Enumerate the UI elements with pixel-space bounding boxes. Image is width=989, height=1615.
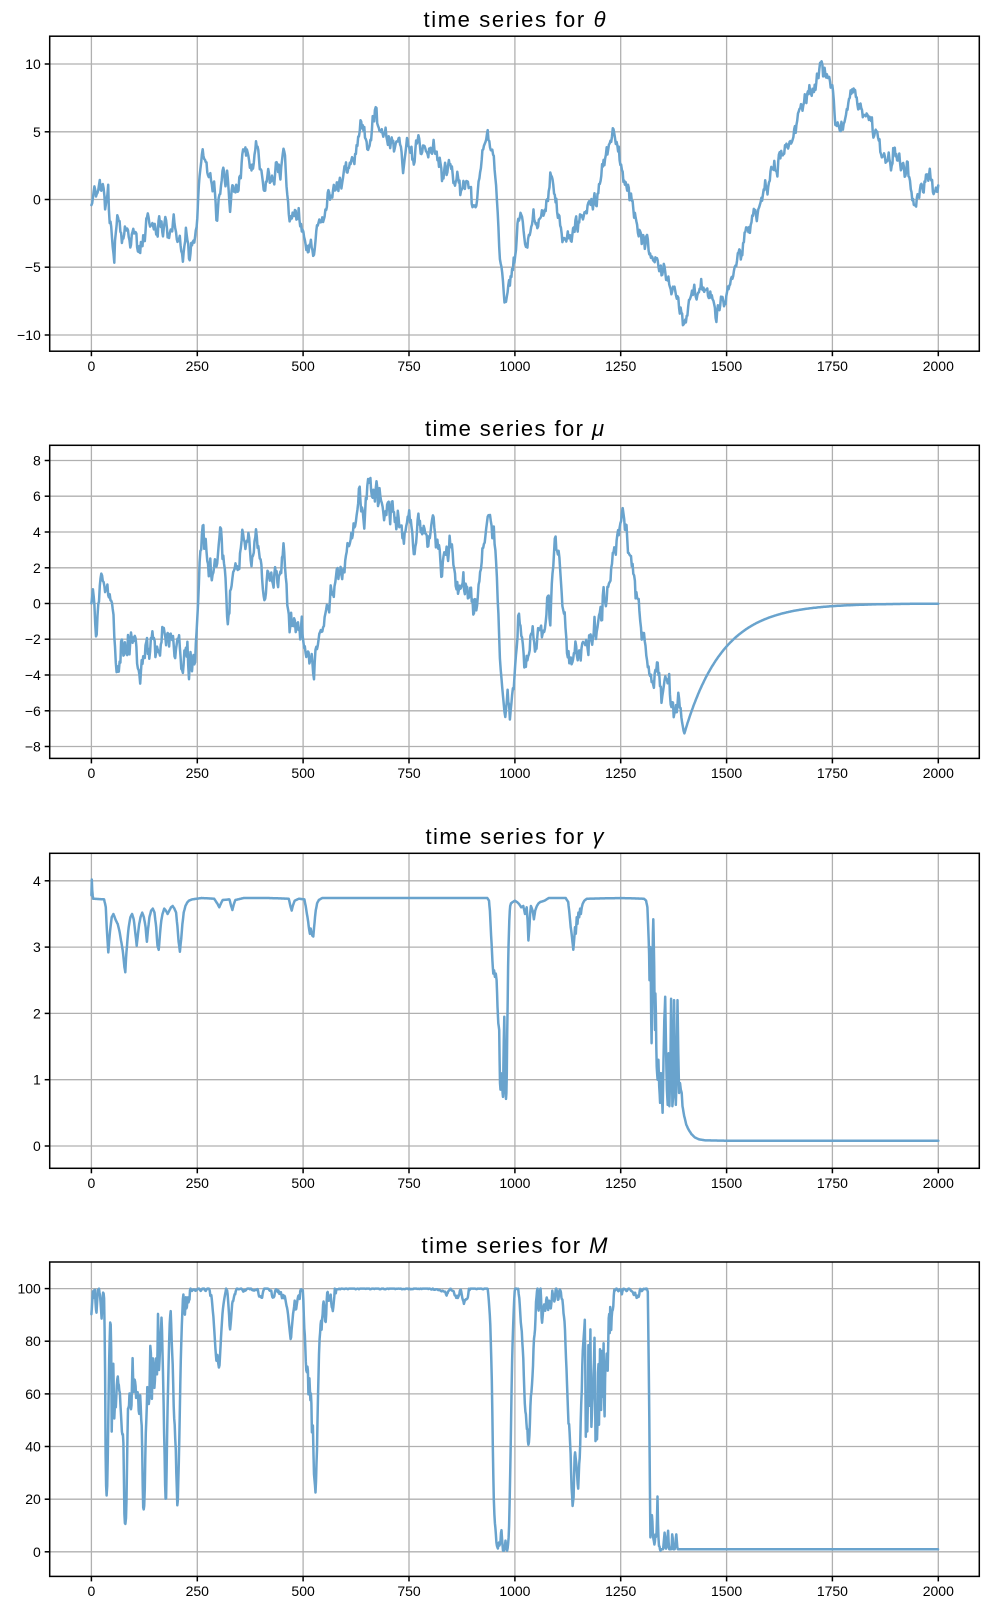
svg-text:1250: 1250 (605, 1175, 636, 1191)
svg-text:2000: 2000 (923, 358, 954, 374)
svg-text:0: 0 (88, 1175, 96, 1191)
svg-text:500: 500 (291, 1583, 315, 1599)
svg-text:10: 10 (25, 56, 41, 72)
svg-text:1000: 1000 (499, 358, 530, 374)
svg-text:1750: 1750 (817, 1583, 848, 1599)
svg-text:0: 0 (33, 596, 41, 612)
svg-text:−10: −10 (17, 327, 41, 343)
svg-text:0: 0 (88, 765, 96, 781)
svg-text:3: 3 (33, 939, 41, 955)
svg-text:750: 750 (397, 1175, 421, 1191)
svg-text:250: 250 (186, 1583, 210, 1599)
svg-text:4: 4 (33, 524, 41, 540)
svg-text:0: 0 (33, 1138, 41, 1154)
svg-text:250: 250 (186, 1175, 210, 1191)
svg-text:750: 750 (397, 358, 421, 374)
svg-text:−5: −5 (25, 259, 41, 275)
svg-text:1500: 1500 (711, 358, 742, 374)
svg-text:1250: 1250 (605, 1583, 636, 1599)
svg-text:1000: 1000 (499, 765, 530, 781)
svg-text:time series for μ: time series for μ (425, 416, 604, 441)
svg-text:1500: 1500 (711, 1583, 742, 1599)
svg-text:0: 0 (88, 1583, 96, 1599)
svg-text:1250: 1250 (605, 765, 636, 781)
svg-text:60: 60 (25, 1386, 41, 1402)
svg-text:1250: 1250 (605, 358, 636, 374)
svg-text:1000: 1000 (499, 1175, 530, 1191)
svg-text:1500: 1500 (711, 1175, 742, 1191)
svg-text:500: 500 (291, 765, 315, 781)
svg-text:−6: −6 (25, 703, 41, 719)
svg-text:2000: 2000 (923, 1583, 954, 1599)
svg-text:1750: 1750 (817, 1175, 848, 1191)
svg-text:8: 8 (33, 453, 41, 469)
svg-text:500: 500 (291, 1175, 315, 1191)
svg-text:−8: −8 (25, 739, 41, 755)
svg-text:1: 1 (33, 1072, 41, 1088)
svg-text:1750: 1750 (817, 358, 848, 374)
svg-text:2: 2 (33, 1005, 41, 1021)
svg-text:time series for M: time series for M (422, 1233, 609, 1258)
svg-text:4: 4 (33, 873, 41, 889)
svg-text:1750: 1750 (817, 765, 848, 781)
svg-text:6: 6 (33, 488, 41, 504)
svg-text:1000: 1000 (499, 1583, 530, 1599)
svg-text:1500: 1500 (711, 765, 742, 781)
svg-text:750: 750 (397, 765, 421, 781)
svg-text:time series for γ: time series for γ (426, 824, 606, 849)
svg-text:0: 0 (33, 1544, 41, 1560)
svg-text:2: 2 (33, 560, 41, 576)
svg-text:80: 80 (25, 1333, 41, 1349)
svg-text:2000: 2000 (923, 765, 954, 781)
svg-text:2000: 2000 (923, 1175, 954, 1191)
svg-text:5: 5 (33, 124, 41, 140)
svg-text:250: 250 (186, 358, 210, 374)
svg-text:20: 20 (25, 1491, 41, 1507)
svg-text:500: 500 (291, 358, 315, 374)
svg-text:250: 250 (186, 765, 210, 781)
svg-text:0: 0 (33, 192, 41, 208)
svg-text:time series for θ: time series for θ (424, 7, 606, 32)
svg-text:750: 750 (397, 1583, 421, 1599)
svg-text:−2: −2 (25, 631, 41, 647)
svg-text:0: 0 (88, 358, 96, 374)
svg-text:−4: −4 (25, 667, 41, 683)
svg-text:40: 40 (25, 1439, 41, 1455)
svg-text:100: 100 (17, 1281, 41, 1297)
